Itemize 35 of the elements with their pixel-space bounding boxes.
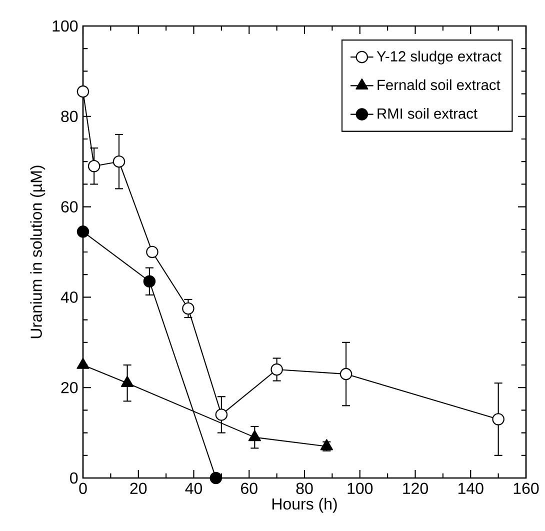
y-axis-title: Uranium in solution (µM) bbox=[30, 166, 46, 338]
y-tick-label: 100 bbox=[52, 20, 78, 32]
point bbox=[143, 275, 156, 288]
point bbox=[248, 430, 261, 442]
y-tick-label: 20 bbox=[61, 382, 78, 394]
y-tick-label: 80 bbox=[61, 110, 78, 122]
y-tick-label: 0 bbox=[70, 472, 78, 484]
x-tick-label: 100 bbox=[348, 482, 373, 494]
point bbox=[76, 358, 90, 369]
y-tick-label: 40 bbox=[60, 292, 78, 303]
point bbox=[76, 226, 90, 238]
point bbox=[182, 302, 194, 315]
point bbox=[146, 246, 158, 258]
x-tick-label: 140 bbox=[458, 482, 484, 494]
x-tick-label: 60 bbox=[241, 482, 258, 494]
x-tick-label: 80 bbox=[296, 482, 313, 494]
y-tick-label: 60 bbox=[61, 201, 78, 212]
point bbox=[340, 368, 352, 380]
point bbox=[492, 413, 504, 426]
legend-label: RMI soil extract bbox=[378, 108, 478, 119]
point bbox=[112, 155, 126, 168]
x-tick-label: 20 bbox=[130, 482, 147, 494]
x-tick-label: 160 bbox=[514, 482, 539, 494]
point bbox=[210, 472, 222, 484]
legend-label: Y-12 sludge extract bbox=[376, 50, 502, 64]
point bbox=[215, 408, 228, 421]
legend-label: Fernald soil extract bbox=[378, 79, 500, 90]
point bbox=[120, 376, 134, 387]
x-tick-label: 0 bbox=[79, 482, 87, 494]
x-tick-label: 120 bbox=[403, 482, 428, 494]
point bbox=[270, 363, 283, 376]
x-tick-label: 40 bbox=[185, 482, 202, 494]
point bbox=[88, 160, 100, 172]
x-axis-title: Hours (h) bbox=[272, 498, 337, 513]
point bbox=[76, 85, 90, 98]
